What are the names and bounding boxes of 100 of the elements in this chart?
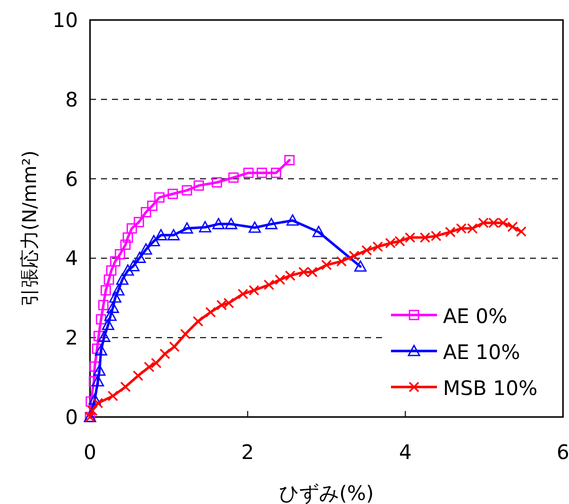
point xyxy=(167,229,180,240)
point xyxy=(120,382,131,392)
point xyxy=(212,177,222,188)
point xyxy=(228,172,239,183)
point xyxy=(430,230,442,242)
point xyxy=(106,265,116,276)
point xyxy=(274,274,286,285)
point xyxy=(212,218,225,230)
point xyxy=(127,260,140,272)
point xyxy=(114,249,126,260)
point xyxy=(270,168,282,178)
point xyxy=(110,256,120,267)
point xyxy=(420,232,430,243)
point xyxy=(150,358,162,368)
point xyxy=(108,390,118,402)
point xyxy=(180,328,191,340)
point xyxy=(498,218,508,228)
point xyxy=(216,300,227,310)
point xyxy=(96,314,106,324)
point xyxy=(102,318,114,330)
x-axis-title: ひずみ(%) xyxy=(279,481,374,504)
point xyxy=(160,348,170,360)
legend-label: MSB 10% xyxy=(443,376,538,400)
point xyxy=(154,229,168,240)
point xyxy=(122,232,133,243)
point xyxy=(194,180,204,191)
point xyxy=(112,284,125,296)
point xyxy=(478,218,489,228)
point xyxy=(169,341,180,352)
point xyxy=(154,192,165,203)
point xyxy=(488,218,499,228)
point xyxy=(94,330,104,342)
y-tick-label: 8 xyxy=(65,87,78,112)
point xyxy=(148,234,160,246)
point xyxy=(104,310,117,321)
y-tick-label: 10 xyxy=(52,8,78,32)
point xyxy=(198,221,212,232)
point xyxy=(284,154,295,166)
point xyxy=(243,168,254,178)
point xyxy=(98,300,109,310)
point xyxy=(444,226,456,238)
point xyxy=(140,207,152,218)
x-tick-label: 4 xyxy=(398,440,412,464)
point xyxy=(180,222,194,234)
point xyxy=(94,344,108,356)
point xyxy=(467,223,478,234)
point xyxy=(132,370,144,382)
point xyxy=(104,274,114,285)
point xyxy=(348,250,360,262)
point xyxy=(248,221,261,233)
point xyxy=(144,362,154,372)
point xyxy=(98,330,110,342)
point xyxy=(321,260,332,270)
point xyxy=(106,302,120,313)
x-tick-label: 6 xyxy=(556,440,569,464)
point xyxy=(223,298,234,308)
point xyxy=(93,364,106,376)
y-axis-title: 引張応力(N/mm²) xyxy=(19,150,41,307)
point xyxy=(265,218,278,230)
legend-label: AE 0% xyxy=(443,304,508,328)
x-tick-label: 0 xyxy=(84,440,96,464)
point xyxy=(205,306,216,318)
x-tick-label: 2 xyxy=(241,440,254,464)
point xyxy=(307,266,318,278)
point xyxy=(182,185,192,196)
point xyxy=(336,256,347,267)
point xyxy=(168,188,178,200)
point xyxy=(116,273,128,285)
point xyxy=(147,200,158,211)
point xyxy=(192,316,204,327)
point xyxy=(284,270,296,281)
point xyxy=(92,398,104,408)
point xyxy=(100,285,111,296)
point xyxy=(507,222,518,232)
point xyxy=(354,260,367,272)
point xyxy=(456,223,467,234)
point xyxy=(88,393,101,405)
y-tick-label: 2 xyxy=(65,326,78,350)
point xyxy=(140,243,152,255)
point xyxy=(372,241,384,252)
point xyxy=(120,240,131,250)
y-tick-label: 6 xyxy=(65,166,78,191)
point xyxy=(92,375,104,386)
legend-label: AE 10% xyxy=(443,340,520,364)
point xyxy=(224,218,238,230)
point xyxy=(126,223,137,234)
point xyxy=(122,264,134,276)
point xyxy=(248,285,260,296)
point xyxy=(516,226,527,237)
point xyxy=(385,238,396,248)
point xyxy=(238,288,248,300)
y-tick-label: 0 xyxy=(65,405,78,429)
point xyxy=(134,252,146,263)
point xyxy=(256,168,268,178)
point xyxy=(286,214,299,226)
point xyxy=(394,236,406,246)
point xyxy=(134,216,144,228)
point xyxy=(361,244,372,256)
point xyxy=(404,232,416,243)
point xyxy=(109,291,122,303)
